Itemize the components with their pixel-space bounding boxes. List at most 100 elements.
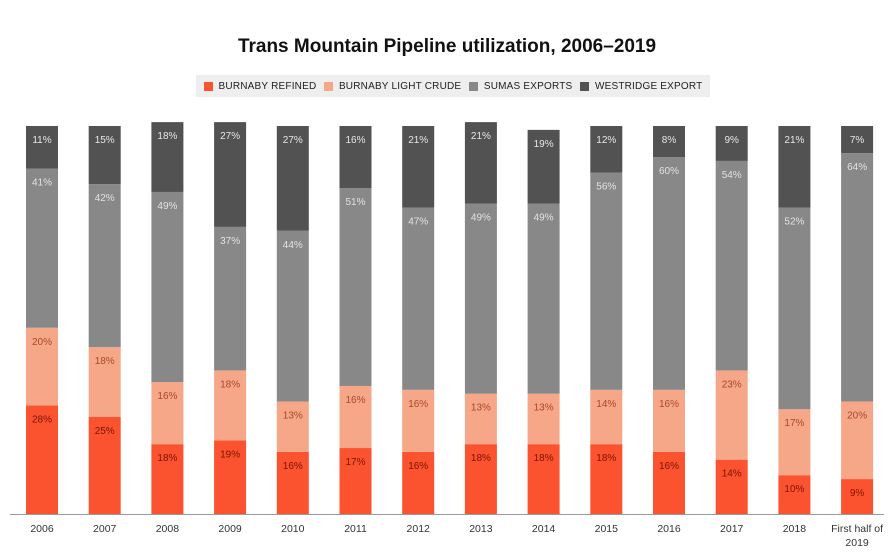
data-label: 27% — [283, 135, 303, 146]
bar-segment — [653, 157, 685, 390]
legend-swatch — [468, 81, 478, 91]
data-label: 16% — [345, 135, 365, 146]
bar-segment — [88, 184, 121, 348]
legend-item-burnaby-light-crude: BURNABY LIGHT CRUDE — [323, 80, 462, 92]
legend-label: BURNABY LIGHT CRUDE — [338, 80, 462, 92]
bar-segment — [276, 230, 309, 402]
data-label: 42% — [95, 193, 115, 204]
data-label: 18% — [596, 453, 616, 464]
data-label: 16% — [408, 399, 428, 410]
data-label: 17% — [345, 457, 365, 468]
data-label: 20% — [847, 410, 867, 421]
bar-segment — [402, 126, 435, 208]
data-label: 37% — [220, 236, 240, 247]
legend-label: WESTRIDGE EXPORT — [594, 80, 703, 92]
bar-segment — [715, 160, 748, 371]
legend-swatch — [203, 81, 213, 91]
bar-segment — [26, 405, 58, 514]
data-label: 60% — [659, 166, 679, 177]
data-label: 18% — [157, 131, 177, 142]
data-label: 12% — [596, 135, 616, 146]
bar-segment — [527, 444, 560, 514]
bar-segment — [214, 370, 247, 441]
bar-segment — [778, 126, 811, 208]
bar-segment — [653, 389, 685, 452]
category-label: 2015 — [595, 523, 619, 535]
category-label: 2011 — [344, 523, 367, 535]
bar-segment — [276, 401, 309, 452]
data-label: 44% — [283, 240, 303, 251]
bar-segment — [778, 409, 811, 476]
bar-segment — [841, 479, 874, 514]
data-label: 20% — [32, 337, 52, 348]
bar-segment — [402, 207, 435, 390]
data-label: 28% — [32, 414, 52, 425]
bar-segment — [590, 172, 623, 390]
bar-segment — [841, 153, 874, 402]
data-label: 16% — [408, 461, 428, 472]
data-label: 18% — [157, 453, 177, 464]
bar-segment — [527, 129, 560, 204]
bar-segment — [214, 226, 247, 371]
data-label: 16% — [659, 461, 679, 472]
data-label: 54% — [722, 170, 742, 181]
legend-item-westridge-export: WESTRIDGE EXPORT — [579, 80, 703, 92]
data-label: 47% — [408, 216, 428, 227]
data-label: 21% — [784, 135, 804, 146]
data-label: 14% — [596, 399, 616, 410]
legend-item-sumas-exports: SUMAS EXPORTS — [468, 80, 573, 92]
data-label: 7% — [850, 135, 865, 146]
category-label: First half of 2019 — [831, 523, 883, 549]
data-label: 25% — [95, 426, 115, 437]
category-label: 2016 — [657, 523, 681, 535]
bar-segment — [527, 203, 560, 394]
data-label: 51% — [345, 197, 365, 208]
data-label: 56% — [596, 182, 616, 193]
bar-segment — [402, 389, 435, 452]
data-label: 13% — [471, 403, 491, 414]
data-label: 13% — [534, 403, 554, 414]
data-label: 18% — [534, 453, 554, 464]
category-label: 2010 — [281, 523, 305, 535]
data-label: 23% — [722, 379, 742, 390]
data-label: 18% — [95, 356, 115, 367]
bar-segment — [88, 417, 121, 514]
category-label: 2012 — [407, 523, 431, 535]
category-label: 2017 — [720, 523, 744, 535]
data-label: 19% — [534, 139, 554, 150]
bar-segment — [464, 122, 497, 204]
legend: BURNABY REFINED BURNABY LIGHT CRUDE SUMAS … — [196, 75, 710, 97]
bar-segment — [339, 126, 372, 189]
bar-segment — [402, 451, 435, 514]
bar-segment — [715, 459, 748, 514]
data-label: 16% — [283, 461, 303, 472]
data-label: 10% — [784, 484, 804, 495]
bar-segment — [715, 370, 748, 460]
data-label: 49% — [471, 213, 491, 224]
data-label: 16% — [345, 395, 365, 406]
bar-segment — [590, 389, 623, 445]
bar-segment — [841, 401, 874, 480]
data-label: 11% — [32, 135, 51, 146]
data-label: 18% — [220, 379, 240, 390]
category-label: 2009 — [218, 523, 242, 535]
category-label: 2007 — [93, 523, 117, 535]
chart-title: Trans Mountain Pipeline utilization, 200… — [237, 36, 657, 57]
data-label: 14% — [722, 469, 742, 480]
bar-segment — [214, 440, 247, 514]
bar-segment — [653, 126, 685, 158]
data-label: 9% — [850, 488, 865, 499]
data-label: 21% — [471, 131, 491, 142]
data-label: 18% — [471, 453, 491, 464]
legend-label: SUMAS EXPORTS — [483, 80, 573, 92]
bar-segment — [151, 191, 184, 383]
bar-segment — [715, 126, 748, 161]
bar-segment — [339, 448, 372, 514]
bar-segment — [88, 347, 121, 417]
data-label: 16% — [157, 391, 177, 402]
category-label: 2014 — [532, 523, 556, 535]
data-label: 64% — [847, 162, 867, 173]
bar-segment — [151, 444, 184, 514]
bar-segment — [26, 168, 58, 328]
